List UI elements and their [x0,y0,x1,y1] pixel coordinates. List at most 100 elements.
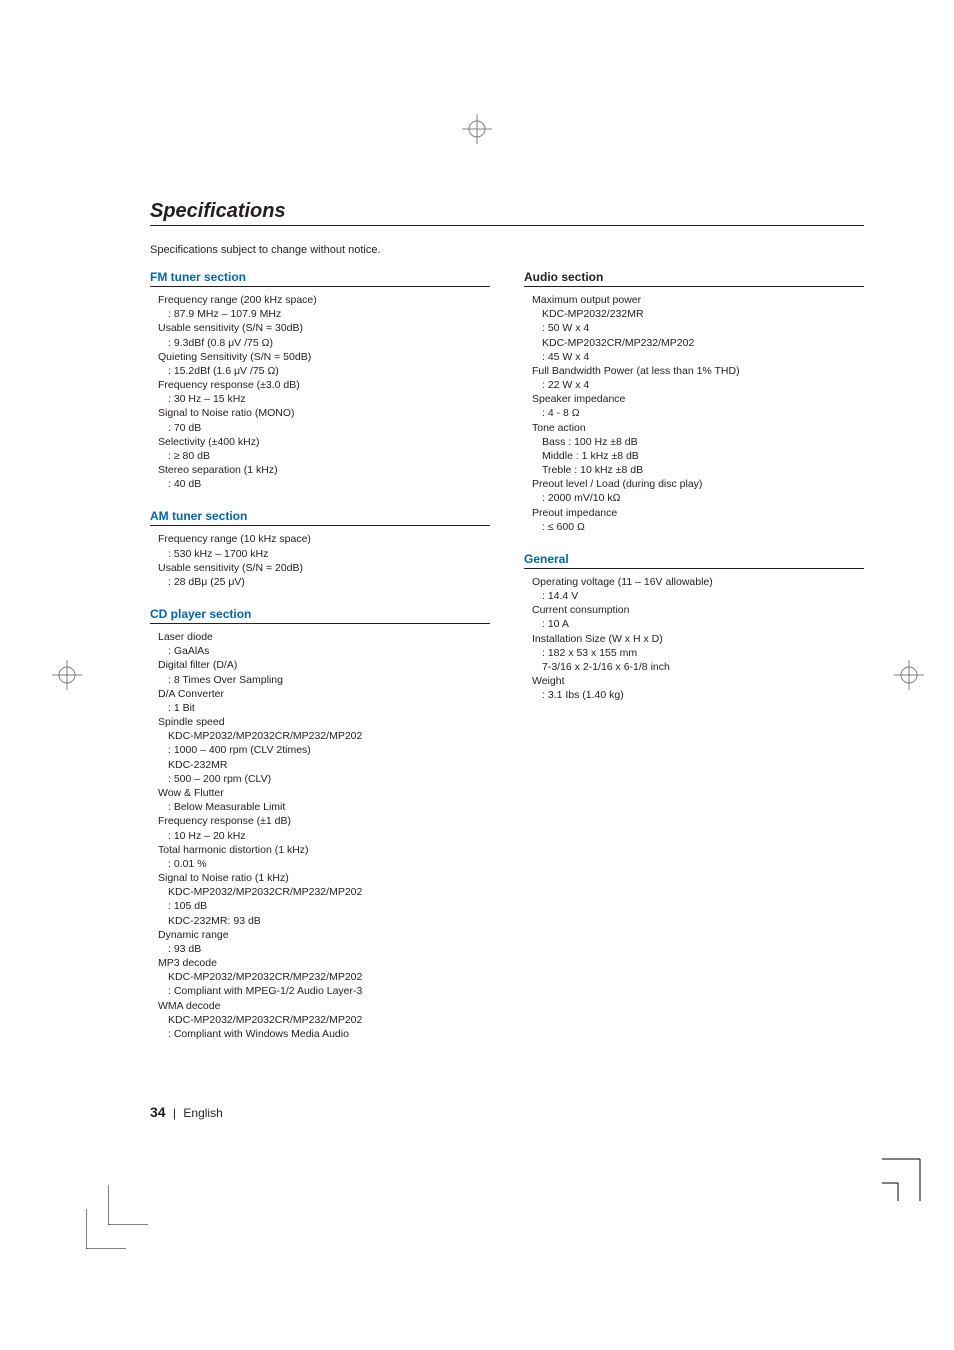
spec-item: D/A Converter: 1 Bit [158,687,490,715]
spec-value: : 40 dB [168,477,490,491]
spec-item: Wow & Flutter: Below Measurable Limit [158,786,490,814]
spec-value: : 45 W x 4 [542,350,864,364]
spec-item: Weight: 3.1 Ibs (1.40 kg) [532,674,864,702]
spec-value: Middle : 1 kHz ±8 dB [542,449,864,463]
page-number: 34 [150,1104,166,1120]
spec-label: Frequency response (±3.0 dB) [158,378,490,392]
section-heading: CD player section [150,607,490,624]
spec-value: KDC-MP2032/MP2032CR/MP232/MP202 [168,885,490,899]
spec-value: KDC-232MR: 93 dB [168,914,490,928]
spec-value: : 30 Hz – 15 kHz [168,392,490,406]
spec-value: Bass : 100 Hz ±8 dB [542,435,864,449]
spec-value: KDC-MP2032/232MR [542,307,864,321]
spec-value: : 0.01 % [168,857,490,871]
spec-value: : 10 Hz – 20 kHz [168,829,490,843]
section-heading: FM tuner section [150,270,490,287]
spec-label: Frequency response (±1 dB) [158,814,490,828]
spec-item: Total harmonic distortion (1 kHz): 0.01 … [158,843,490,871]
spec-value: : 500 – 200 rpm (CLV) [168,772,490,786]
spec-value: : 28 dBμ (25 μV) [168,575,490,589]
spec-label: Selectivity (±400 kHz) [158,435,490,449]
crop-mark-bottom-right-icon [882,1141,942,1206]
spec-label: Stereo separation (1 kHz) [158,463,490,477]
spec-value: : 8 Times Over Sampling [168,673,490,687]
spec-value: KDC-232MR [168,758,490,772]
spec-value: : 105 dB [168,899,490,913]
spec-item: Signal to Noise ratio (1 kHz)KDC-MP2032/… [158,871,490,928]
spec-value: : 50 W x 4 [542,321,864,335]
spec-label: Preout level / Load (during disc play) [532,477,864,491]
spec-item: Laser diode: GaAlAs [158,630,490,658]
spec-value: KDC-MP2032/MP2032CR/MP232/MP202 [168,1013,490,1027]
spec-label: Speaker impedance [532,392,864,406]
spec-item: Digital filter (D/A): 8 Times Over Sampl… [158,658,490,686]
spec-value: : 93 dB [168,942,490,956]
spec-label: Signal to Noise ratio (MONO) [158,406,490,420]
columns: FM tuner section Frequency range (200 kHz… [150,270,864,1059]
spec-value: : 14.4 V [542,589,864,603]
spec-label: Operating voltage (11 – 16V allowable) [532,575,864,589]
spec-value: : 10 A [542,617,864,631]
spec-value: KDC-MP2032CR/MP232/MP202 [542,336,864,350]
spec-item: Operating voltage (11 – 16V allowable): … [532,575,864,603]
page: Specifications Specifications subject to… [0,0,954,1350]
spec-item: Signal to Noise ratio (MONO): 70 dB [158,406,490,434]
spec-label: MP3 decode [158,956,490,970]
spec-label: Laser diode [158,630,490,644]
spec-label: Spindle speed [158,715,490,729]
spec-item: Tone actionBass : 100 Hz ±8 dBMiddle : 1… [532,421,864,478]
spec-value: : Compliant with MPEG-1/2 Audio Layer-3 [168,984,490,998]
spec-label: Total harmonic distortion (1 kHz) [158,843,490,857]
spec-value: KDC-MP2032/MP2032CR/MP232/MP202 [168,970,490,984]
spec-value: : 4 - 8 Ω [542,406,864,420]
right-column: Audio sectionMaximum output powerKDC-MP2… [524,270,864,1059]
footer-separator: | [173,1106,176,1120]
spec-item: Frequency range (10 kHz space): 530 kHz … [158,532,490,560]
section-heading: Audio section [524,270,864,287]
spec-value: : 9.3dBf (0.8 μV /75 Ω) [168,336,490,350]
spec-item: Current consumption: 10 A [532,603,864,631]
spec-value: Treble : 10 kHz ±8 dB [542,463,864,477]
spec-value: KDC-MP2032/MP2032CR/MP232/MP202 [168,729,490,743]
spec-label: Maximum output power [532,293,864,307]
spec-value: : ≥ 80 dB [168,449,490,463]
spec-label: Signal to Noise ratio (1 kHz) [158,871,490,885]
spec-label: Dynamic range [158,928,490,942]
spec-item: Maximum output powerKDC-MP2032/232MR: 50… [532,293,864,364]
spec-value: : 182 x 53 x 155 mm [542,646,864,660]
section-heading: General [524,552,864,569]
spec-item: Stereo separation (1 kHz): 40 dB [158,463,490,491]
spec-item: Preout impedance: ≤ 600 Ω [532,506,864,534]
spec-label: Frequency range (200 kHz space) [158,293,490,307]
spec-value: : GaAlAs [168,644,490,658]
spec-label: Weight [532,674,864,688]
spec-label: D/A Converter [158,687,490,701]
spec-label: Usable sensitivity (S/N = 30dB) [158,321,490,335]
spec-item: WMA decodeKDC-MP2032/MP2032CR/MP232/MP20… [158,999,490,1042]
spec-value: : ≤ 600 Ω [542,520,864,534]
spec-label: Preout impedance [532,506,864,520]
spec-section: CD player section Laser diode: GaAlAsDigi… [150,607,490,1041]
footer-language: English [183,1106,222,1120]
spec-value: : Compliant with Windows Media Audio [168,1027,490,1041]
spec-value: : 2000 mV/10 kΩ [542,491,864,505]
section-heading: AM tuner section [150,509,490,526]
spec-value: : 15.2dBf (1.6 μV /75 Ω) [168,364,490,378]
spec-label: WMA decode [158,999,490,1013]
intro-text: Specifications subject to change without… [150,244,864,256]
spec-label: Usable sensitivity (S/N = 20dB) [158,561,490,575]
spec-label: Current consumption [532,603,864,617]
spec-value: : 530 kHz – 1700 kHz [168,547,490,561]
page-title: Specifications [150,200,864,226]
spec-section: FM tuner section Frequency range (200 kHz… [150,270,490,491]
spec-value: : 1000 – 400 rpm (CLV 2times) [168,743,490,757]
spec-item: Quieting Sensitivity (S/N = 50dB): 15.2d… [158,350,490,378]
crop-mark-bottom-left-b-icon [86,1209,126,1254]
spec-item: Installation Size (W x H x D): 182 x 53 … [532,632,864,675]
spec-value: : 1 Bit [168,701,490,715]
spec-label: Quieting Sensitivity (S/N = 50dB) [158,350,490,364]
spec-value: : Below Measurable Limit [168,800,490,814]
spec-item: Usable sensitivity (S/N = 30dB): 9.3dBf … [158,321,490,349]
spec-value: : 70 dB [168,421,490,435]
spec-item: Dynamic range: 93 dB [158,928,490,956]
